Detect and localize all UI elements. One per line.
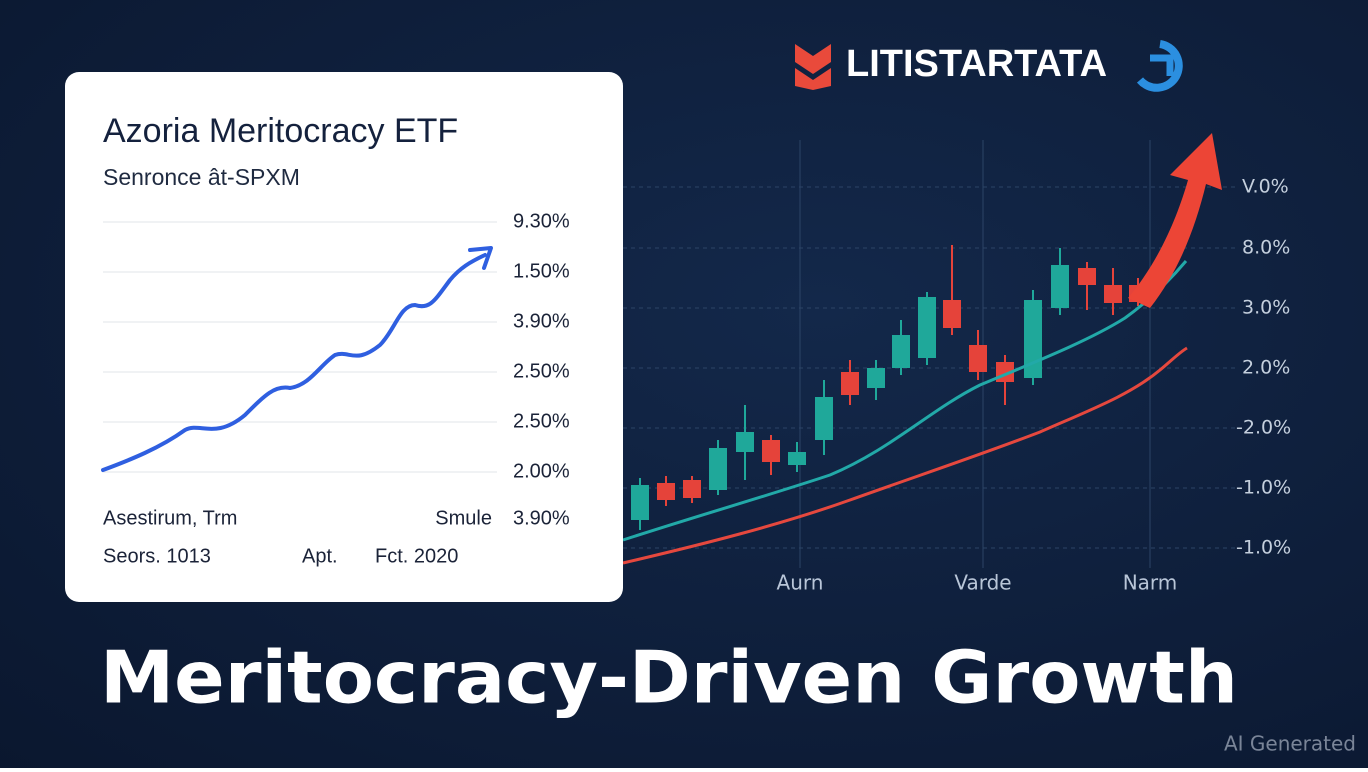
candle-body — [1051, 265, 1069, 308]
axis-label: 3.0% — [1242, 297, 1290, 319]
candle-body — [918, 297, 936, 358]
candle-body — [788, 452, 806, 465]
red-growth-arrow — [1128, 133, 1222, 308]
card-axis-label: 1.50% — [513, 260, 570, 282]
card-footer: Apt. — [302, 545, 338, 567]
logo: LITISTARTATA — [795, 40, 1183, 92]
axis-label: V.0% — [1242, 176, 1289, 198]
card-line — [101, 253, 487, 472]
candle-body — [841, 372, 859, 395]
card-axis-label: 9.30% — [513, 210, 570, 232]
card-footer: Seors. 1013 — [103, 545, 211, 567]
candle-body — [867, 368, 885, 388]
candle-body — [1024, 300, 1042, 378]
candle-body — [892, 335, 910, 368]
card-arrow — [468, 246, 493, 270]
axis-label: 2.0% — [1242, 357, 1290, 379]
candle-body — [762, 440, 780, 462]
x-label: Narm — [1123, 571, 1178, 595]
x-label: Aurn — [777, 571, 824, 595]
card-footer: Fct. 2020 — [375, 545, 458, 567]
candle-body — [709, 448, 727, 490]
candle-body — [969, 345, 987, 372]
candle-body — [657, 483, 675, 500]
card-grid — [103, 221, 497, 473]
card-axis-label: 3.90% — [513, 310, 570, 332]
candle-body — [736, 432, 754, 452]
card-footer: Smule — [435, 507, 492, 529]
axis-label: -2.0% — [1236, 417, 1291, 439]
red-trend-line — [622, 346, 1188, 565]
watermark: AI Generated — [1224, 732, 1356, 756]
card-axis-label: 2.00% — [513, 460, 570, 482]
axis-label: 8.0% — [1242, 237, 1290, 259]
axis-label: -1.0% — [1236, 477, 1291, 499]
card-axis-label: 2.50% — [513, 360, 570, 382]
headline: Meritocracy-Driven Growth — [100, 636, 1238, 720]
candle-body — [683, 480, 701, 498]
candle-body — [631, 485, 649, 520]
x-label: Varde — [954, 571, 1011, 595]
brand-name: LITISTARTATA — [846, 43, 1107, 85]
axis-label: -1.0% — [1236, 537, 1291, 559]
card-title: Azoria Meritocracy ETF — [103, 112, 458, 150]
teal-trend-line — [622, 260, 1188, 542]
card-footer: Asestirum, Trm — [103, 507, 237, 529]
card-subtitle: Senronce ât-SPXM — [103, 164, 300, 190]
candle-body — [815, 397, 833, 440]
candle-body — [1104, 285, 1122, 303]
candle-body — [1078, 268, 1096, 285]
card-axis-label: 2.50% — [513, 410, 570, 432]
card — [65, 72, 623, 602]
candle-body — [943, 300, 961, 328]
card-axis-label: 3.90% — [513, 507, 570, 529]
